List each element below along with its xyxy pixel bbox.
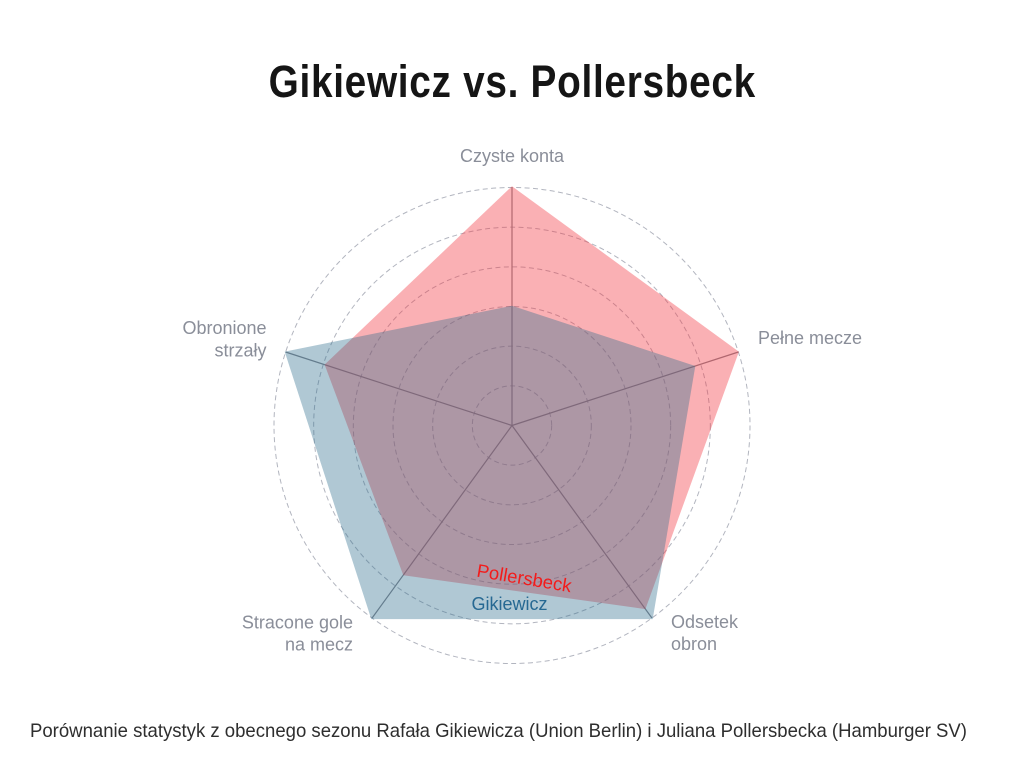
svg-text:Odsetek: Odsetek [671,612,739,632]
svg-text:strzały: strzały [214,341,266,361]
svg-text:Pełne mecze: Pełne mecze [758,328,862,348]
svg-text:Czyste konta: Czyste konta [460,146,565,166]
svg-text:Obronione: Obronione [182,318,266,338]
svg-text:na mecz: na mecz [285,635,353,655]
svg-text:Stracone gole: Stracone gole [242,613,353,633]
svg-text:Gikiewicz: Gikiewicz [472,594,548,614]
svg-text:obron: obron [671,634,717,654]
